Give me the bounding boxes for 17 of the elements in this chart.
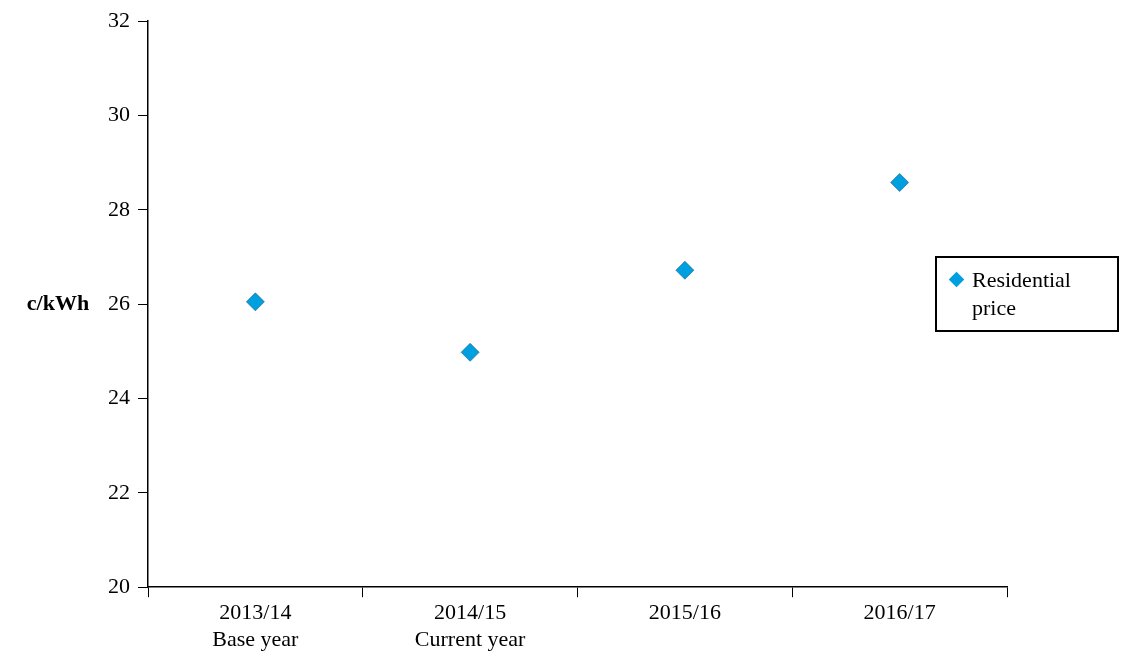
y-tick-label: 32 [108,6,130,32]
point [460,343,480,362]
x-tick-label: 2013/14 Base year [212,599,300,651]
y-tick-label: 20 [108,572,130,598]
point [246,292,265,312]
y-axis-title: c/kWh [26,289,90,315]
point [675,260,695,280]
x-tick-label: 2015/16 [648,599,721,625]
y-tick-label: 30 [108,101,130,127]
legend-label: Residential price [972,266,1072,323]
y-tick-label: 26 [108,289,130,315]
point [890,173,909,192]
y-tick-label: 28 [108,195,130,221]
x-tick-label: 2014/15 Current year [414,599,527,651]
y-tick-label: 22 [108,478,130,504]
y-tick-label: 24 [108,384,130,410]
x-tick-label: 2016/17 [863,599,936,625]
